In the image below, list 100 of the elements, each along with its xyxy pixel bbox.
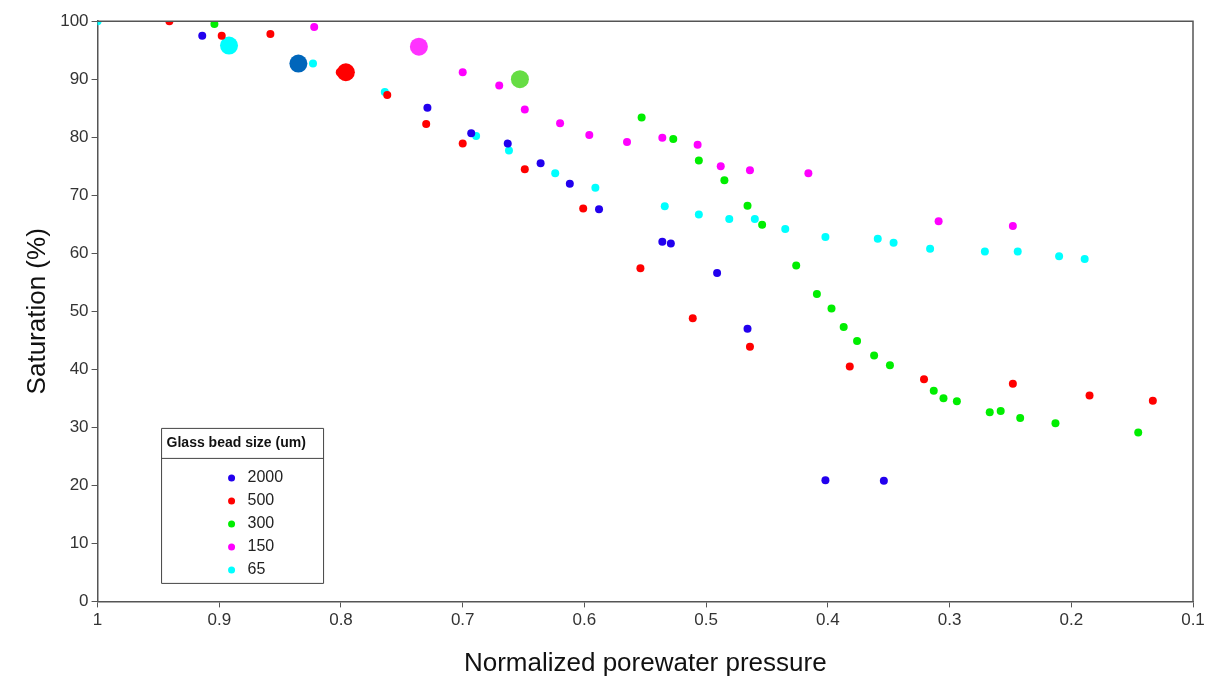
point [693, 140, 702, 149]
y-tick-label: 100 [60, 10, 89, 30]
y-tick-label: 0 [79, 591, 89, 611]
point [658, 133, 667, 142]
point [889, 238, 898, 247]
y-tick-label: 70 [69, 184, 89, 204]
point [758, 220, 767, 229]
point [996, 407, 1005, 416]
point [694, 156, 703, 165]
y-tick-label: 50 [69, 300, 89, 320]
point [565, 179, 574, 188]
x-tick-label: 0.2 [1059, 610, 1084, 630]
y-tick-label: 80 [69, 126, 89, 146]
point [503, 139, 512, 148]
point [623, 137, 632, 146]
point [266, 29, 275, 38]
point [520, 165, 529, 174]
point [870, 351, 879, 360]
y-axis-title: Saturation (%) [20, 228, 51, 395]
point [713, 269, 722, 278]
y-tick-label: 40 [69, 359, 89, 379]
point [885, 361, 894, 370]
x-tick-label: 1 [92, 610, 103, 630]
point [745, 166, 754, 175]
point [458, 139, 467, 148]
legend-label: 150 [247, 537, 275, 555]
point [423, 103, 432, 112]
point [1080, 255, 1089, 264]
point [716, 162, 725, 171]
point [821, 233, 830, 242]
y-tick-label: 90 [69, 68, 89, 88]
y-tick-label: 10 [69, 533, 89, 553]
point [926, 244, 935, 253]
point [556, 119, 565, 128]
legend-label: 300 [247, 514, 275, 532]
point [812, 289, 821, 298]
y-tick-label: 30 [69, 417, 89, 437]
point [1051, 419, 1060, 428]
point [839, 322, 848, 331]
legend-label: 2000 [247, 468, 284, 486]
point [720, 176, 729, 185]
x-tick-label: 0.3 [937, 610, 962, 630]
point [879, 476, 888, 485]
point [792, 261, 801, 270]
point [495, 81, 504, 90]
point [1016, 414, 1025, 423]
point [458, 68, 467, 77]
point [743, 201, 752, 210]
point [520, 105, 529, 114]
point [658, 237, 667, 246]
point [853, 336, 862, 345]
point [745, 342, 754, 351]
point [1148, 396, 1157, 405]
x-tick-label: 0.8 [329, 610, 353, 630]
point [591, 183, 600, 192]
point [694, 210, 703, 219]
point [536, 159, 545, 168]
point [467, 129, 476, 138]
point [804, 169, 813, 178]
point [743, 324, 752, 333]
point [579, 204, 588, 213]
x-axis-title: Normalized porewater pressure [463, 646, 827, 677]
x-tick-label: 0.4 [816, 610, 840, 630]
x-tick-label: 0.1 [1181, 610, 1205, 630]
point [827, 304, 836, 313]
point [980, 247, 989, 256]
point [781, 224, 790, 233]
point [217, 31, 226, 40]
point [422, 119, 431, 128]
point [1055, 252, 1064, 261]
point [952, 397, 961, 406]
legend-label: 65 [247, 560, 266, 578]
point [929, 386, 938, 395]
point [660, 202, 669, 211]
point [637, 113, 646, 122]
point [934, 217, 943, 226]
point [309, 59, 317, 68]
point [585, 130, 594, 139]
point [636, 264, 645, 273]
point [1085, 391, 1094, 400]
point [666, 239, 675, 248]
point [939, 394, 948, 403]
x-tick-label: 0.5 [694, 610, 718, 630]
y-tick-label: 20 [69, 475, 89, 495]
point [310, 23, 319, 31]
point [688, 314, 697, 323]
x-tick-label: 0.6 [572, 610, 597, 630]
point [920, 375, 929, 384]
point [845, 362, 854, 371]
point [551, 169, 560, 178]
point [1008, 379, 1017, 388]
point [725, 215, 734, 224]
point [750, 215, 759, 224]
point [1134, 428, 1143, 437]
y-tick-label: 60 [69, 242, 89, 262]
point [210, 21, 219, 29]
x-tick-label: 0.9 [207, 610, 232, 630]
legend-label: 500 [247, 491, 275, 509]
point [198, 31, 207, 40]
point [873, 234, 882, 243]
